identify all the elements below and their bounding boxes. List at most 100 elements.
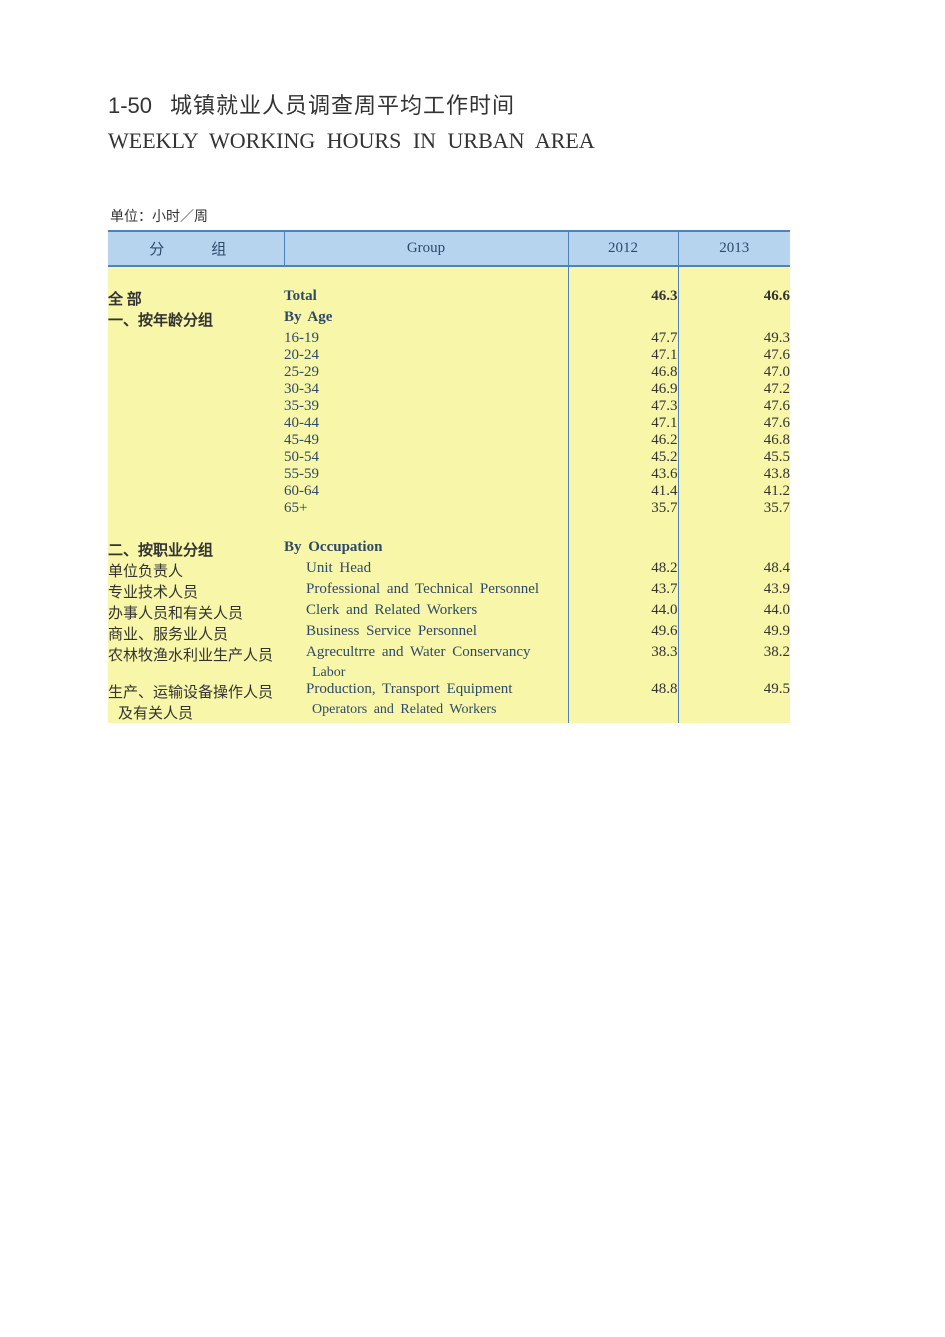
cell-value-2012: 47.3 (568, 398, 678, 415)
table-row: 60-6441.441.2 (108, 483, 790, 500)
table-row: 45-4946.246.8 (108, 432, 790, 449)
cell-value-2013: 47.6 (678, 347, 790, 364)
cell-value-2012: 49.6 (568, 623, 678, 644)
cell-value-2012: 46.8 (568, 364, 678, 381)
cell-value-2013: 46.6 (678, 288, 790, 309)
cell-cn: 办事人员和有关人员 (108, 602, 284, 623)
cell-cn: 全 部 (108, 288, 284, 309)
cell-value-2012: 41.4 (568, 483, 678, 500)
table-row: 及有关人员Operators and Related Workers (108, 702, 790, 723)
cell-cn: 单位负责人 (108, 560, 284, 581)
table-row: 55-5943.643.8 (108, 466, 790, 483)
cell-value-2013 (678, 665, 790, 681)
cell-en: Labor (284, 665, 568, 681)
cell-en: 16-19 (284, 330, 568, 347)
cell-en: Unit Head (284, 560, 568, 581)
cell-value-2013: 38.2 (678, 644, 790, 665)
cell-value-2012 (568, 702, 678, 723)
title-line-en: WEEKLY WORKING HOURS IN URBAN AREA (108, 123, 855, 158)
cell-cn (108, 381, 284, 398)
cell-value-2013: 49.5 (678, 681, 790, 702)
cell-value-2012: 48.2 (568, 560, 678, 581)
cell-value-2012 (568, 309, 678, 330)
working-hours-table: 分 组 Group 2012 2013 全 部Total46.346.6一、按年… (108, 230, 790, 723)
cell-cn (108, 432, 284, 449)
cell-value-2012: 47.7 (568, 330, 678, 347)
header-year-2: 2013 (678, 231, 790, 266)
cell-value-2012: 45.2 (568, 449, 678, 466)
cell-cn: 二、按职业分组 (108, 539, 284, 560)
cell-cn: 生产、运输设备操作人员 (108, 681, 284, 702)
cell-en: Agrecultrre and Water Conservancy (284, 644, 568, 665)
cell-en: 35-39 (284, 398, 568, 415)
cell-en: By Age (284, 309, 568, 330)
table-row: 50-5445.245.5 (108, 449, 790, 466)
cell-en: 40-44 (284, 415, 568, 432)
cell-value-2012: 38.3 (568, 644, 678, 665)
cell-cn (108, 415, 284, 432)
cell-en: 55-59 (284, 466, 568, 483)
title-zh-text: 城镇就业人员调查周平均工作时间 (170, 93, 515, 118)
cell-en: By Occupation (284, 539, 568, 560)
cell-value-2013 (678, 309, 790, 330)
table-row: 专业技术人员Professional and Technical Personn… (108, 581, 790, 602)
cell-en: 20-24 (284, 347, 568, 364)
cell-cn (108, 398, 284, 415)
cell-cn (108, 449, 284, 466)
table-row (108, 266, 790, 288)
cell-en: Production, Transport Equipment (284, 681, 568, 702)
table-header: 分 组 Group 2012 2013 (108, 231, 790, 266)
cell-value-2013: 41.2 (678, 483, 790, 500)
cell-value-2013 (678, 702, 790, 723)
spacer-cell (568, 266, 678, 288)
cell-cn (108, 347, 284, 364)
cell-cn (108, 364, 284, 381)
spacer-cell (678, 517, 790, 539)
spacer-cell (108, 517, 568, 539)
cell-en: Total (284, 288, 568, 309)
cell-cn: 商业、服务业人员 (108, 623, 284, 644)
cell-value-2012: 44.0 (568, 602, 678, 623)
unit-label: 单位：小时／周 (110, 206, 855, 226)
cell-value-2012: 46.3 (568, 288, 678, 309)
cell-cn (108, 500, 284, 517)
cell-cn: 农林牧渔水利业生产人员 (108, 644, 284, 665)
table-row: 35-3947.347.6 (108, 398, 790, 415)
title-number: 1-50 (108, 93, 152, 118)
spacer-cell (568, 517, 678, 539)
table-row (108, 517, 790, 539)
table-row: 一、按年龄分组By Age (108, 309, 790, 330)
cell-value-2013: 49.3 (678, 330, 790, 347)
cell-value-2013: 43.9 (678, 581, 790, 602)
cell-value-2013: 35.7 (678, 500, 790, 517)
table-row: 20-2447.147.6 (108, 347, 790, 364)
cell-value-2013: 47.6 (678, 398, 790, 415)
table-row: 二、按职业分组By Occupation (108, 539, 790, 560)
cell-value-2012 (568, 665, 678, 681)
cell-value-2012: 43.6 (568, 466, 678, 483)
table-row: 全 部Total46.346.6 (108, 288, 790, 309)
cell-en: 25-29 (284, 364, 568, 381)
table-row: 16-1947.749.3 (108, 330, 790, 347)
cell-value-2012: 46.2 (568, 432, 678, 449)
cell-cn: 一、按年龄分组 (108, 309, 284, 330)
table-row: 单位负责人Unit Head48.248.4 (108, 560, 790, 581)
table-row: 办事人员和有关人员Clerk and Related Workers44.044… (108, 602, 790, 623)
cell-en: Operators and Related Workers (284, 702, 568, 723)
cell-value-2012 (568, 539, 678, 560)
cell-en: 30-34 (284, 381, 568, 398)
cell-value-2012: 35.7 (568, 500, 678, 517)
cell-en: Professional and Technical Personnel (284, 581, 568, 602)
cell-cn (108, 466, 284, 483)
cell-value-2013 (678, 539, 790, 560)
table-row: 30-3446.947.2 (108, 381, 790, 398)
cell-en: 60-64 (284, 483, 568, 500)
cell-value-2013: 46.8 (678, 432, 790, 449)
cell-en: 65+ (284, 500, 568, 517)
cell-value-2012: 43.7 (568, 581, 678, 602)
cell-en: Clerk and Related Workers (284, 602, 568, 623)
cell-value-2013: 47.6 (678, 415, 790, 432)
cell-en: Business Service Personnel (284, 623, 568, 644)
table-row: Labor (108, 665, 790, 681)
cell-value-2013: 49.9 (678, 623, 790, 644)
